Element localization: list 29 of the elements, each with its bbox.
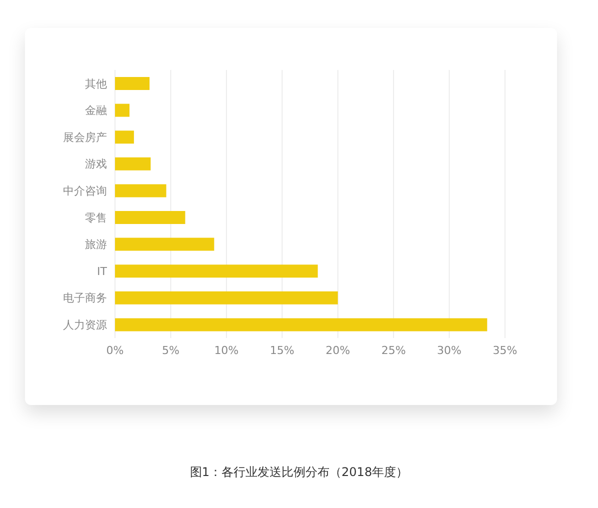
bar (115, 291, 338, 304)
x-tick-label: 20% (326, 344, 350, 357)
bar (115, 318, 488, 332)
x-tick-label: 10% (214, 344, 239, 357)
x-tick-label: 5% (162, 344, 180, 357)
bar (115, 77, 150, 90)
y-tick-label: 其他 (85, 77, 107, 90)
bar (115, 264, 318, 278)
bar (115, 184, 166, 198)
x-tick-label: 35% (492, 344, 518, 357)
y-tick-label: 金融 (85, 104, 107, 118)
y-tick-label: 旅游 (85, 238, 107, 252)
caption: 图1：各行业发送比例分布（2018年度） (188, 464, 410, 481)
x-tick-label: 25% (381, 344, 406, 357)
y-tick-label: 游戏 (85, 158, 107, 171)
bar (115, 211, 186, 224)
y-tick-label: 电子商务 (63, 292, 107, 305)
bar (115, 157, 151, 170)
bar (115, 104, 130, 117)
x-tick-label: 0% (106, 344, 124, 357)
x-tick-label: 15% (270, 344, 294, 357)
x-tick-label: 30% (437, 344, 462, 357)
y-tick-label: 展会房产 (63, 130, 107, 144)
bar (115, 238, 214, 251)
y-tick-label: 零售 (85, 211, 107, 224)
bar (115, 130, 134, 144)
y-tick-label: IT (97, 264, 108, 278)
y-tick-label: 人力资源 (63, 318, 107, 332)
y-tick-label: 中介咨询 (63, 184, 107, 198)
